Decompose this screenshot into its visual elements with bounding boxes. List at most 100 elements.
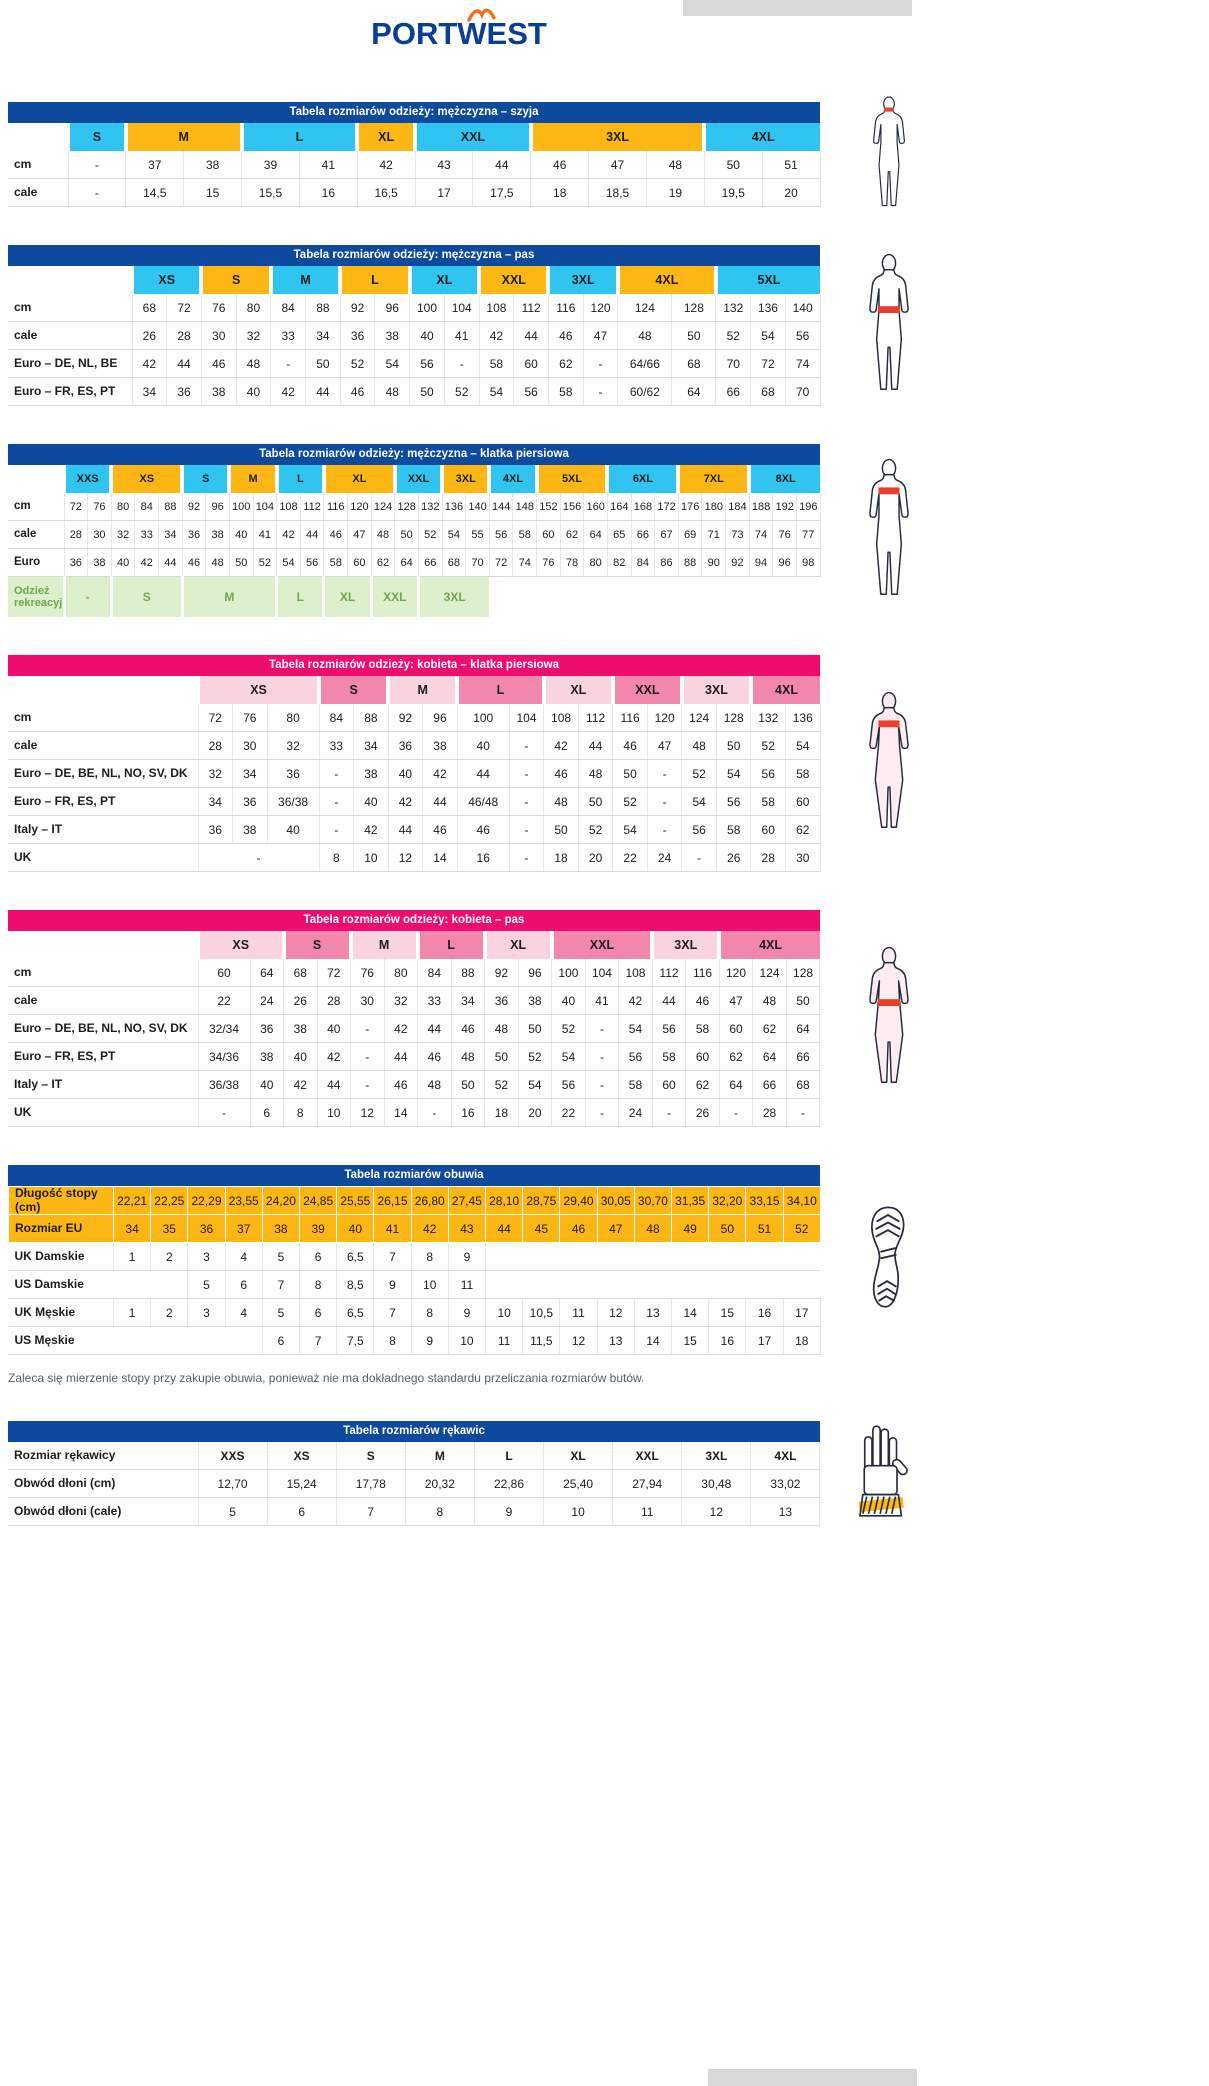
table-cell: 17 xyxy=(745,1326,784,1355)
size-tables: Tabela rozmiarów odzieży: mężczyzna – sz… xyxy=(8,95,910,1526)
row-label: US Damskie xyxy=(8,1270,114,1299)
empty-cell xyxy=(708,1242,746,1271)
table-cell: 60/62 xyxy=(617,377,673,406)
table-cell: 11 xyxy=(559,1298,598,1327)
size-header-cell: M xyxy=(348,931,418,959)
table-cell: 60 xyxy=(785,787,821,816)
women-chest-table-section: Tabela rozmiarów odzieży: kobieta – klat… xyxy=(8,655,910,872)
logo-text: PORTWEST xyxy=(371,16,547,51)
table-cell: 160 xyxy=(583,493,608,521)
table-cell: 100 xyxy=(228,493,254,521)
table-cell: 112 xyxy=(299,493,325,521)
table-cell: 48 xyxy=(617,321,673,350)
row-label: Italy – IT xyxy=(8,815,198,844)
size-header-cell: M xyxy=(268,266,341,294)
table-cell: 60 xyxy=(536,520,561,549)
table-cell: 65 xyxy=(606,520,632,549)
table-cell: 76 xyxy=(232,704,268,732)
table-row: Rozmiar EU 34 35 36 37 38 39 40 41 42 43 44 45 46 47 48… xyxy=(8,1214,821,1243)
size-header-cell: XXL xyxy=(477,266,549,294)
table-row: US Damskie 5 6 7 8 8,5 9 10 11 xyxy=(8,1270,821,1299)
table-row: UK Męskie 1 2 3 4 5 6 6,5 7 8 9 10 10,5 11 12 13 14 15 16 1… xyxy=(8,1298,821,1327)
table-cell: 41 xyxy=(298,151,358,179)
row-label: Rozmiar EU xyxy=(8,1214,114,1243)
table-cell: 32/34 xyxy=(197,1014,251,1043)
empty-cell xyxy=(783,1270,821,1299)
leisure-size-cell: L xyxy=(275,576,324,617)
leisure-size-cell: 3XL xyxy=(416,576,490,617)
size-header-cell: 5XL xyxy=(713,266,820,294)
size-header-cell: L xyxy=(274,465,324,493)
table-cell: 47 xyxy=(596,1214,635,1243)
size-header-cell: 4XL xyxy=(487,465,537,493)
table-cell: 50 xyxy=(715,731,752,760)
table-cell: 36 xyxy=(197,815,234,844)
table-cell: - xyxy=(584,1042,620,1071)
table-cell: 96 xyxy=(772,548,797,577)
table-cell: 152 xyxy=(536,493,561,521)
table-cell: 52 xyxy=(252,548,278,577)
table-cell: 28 xyxy=(197,731,234,760)
table-cell: 42 xyxy=(270,377,307,406)
table-cell: 49 xyxy=(671,1214,710,1243)
table-cell: 18 xyxy=(530,178,590,207)
table-cell: 74 xyxy=(748,520,774,549)
female-waist-figure-icon xyxy=(868,937,910,1100)
table-cell: 46 xyxy=(685,986,720,1015)
table-cell: 52 xyxy=(782,1214,821,1243)
table-cell: 24 xyxy=(646,843,683,872)
table-cell: 50 xyxy=(577,787,614,816)
table-row: Euro – DE, NL, BE 42 44 46 48-50 52 54 56-58 60 6… xyxy=(8,349,821,378)
table-cell: 184 xyxy=(725,493,750,521)
table-cell: 41 xyxy=(373,1214,412,1243)
table-cell: 11 xyxy=(612,1497,683,1526)
size-header-cell: L xyxy=(338,266,410,294)
table-cell: 84 xyxy=(417,959,452,987)
table-cell: 4XL xyxy=(750,1442,821,1470)
table-cell: 67 xyxy=(654,520,679,549)
table-cell: 29,40 xyxy=(559,1186,598,1215)
table-cell: 48 xyxy=(205,548,230,577)
table-cell: 64 xyxy=(671,377,717,406)
table-cell: 56 xyxy=(299,548,325,577)
empty-cell xyxy=(597,1270,635,1299)
row-label: cm xyxy=(8,959,198,987)
table-cell: 26 xyxy=(131,321,168,350)
table-cell: 58 xyxy=(512,520,538,549)
table-cell: 30 xyxy=(87,520,112,549)
table-cell: 112 xyxy=(577,704,614,732)
table-cell: 36 xyxy=(387,731,424,760)
table-cell: 50 xyxy=(484,1042,519,1071)
table-cell: 20 xyxy=(577,843,614,872)
table-cell: 50 xyxy=(543,815,579,844)
table-cell: 17,5 xyxy=(472,178,532,207)
table-row: cale 28 30 32 33 34 36 38 40 41 42 44 46 47 48 50 52 54 55… xyxy=(8,520,821,549)
table-row: cm -37 38 39 41 42 43 44 46 47 48 50 51 xyxy=(8,151,821,179)
empty-cell xyxy=(150,1270,188,1299)
table-cell: XXL xyxy=(612,1442,683,1470)
table-cell: 80 xyxy=(266,704,320,732)
table-cell: 50 xyxy=(305,349,341,378)
table-cell: 9 xyxy=(473,1497,545,1526)
table-cell: 104 xyxy=(443,294,480,322)
table-cell: 34,10 xyxy=(782,1186,821,1215)
table-cell: 96 xyxy=(374,294,411,322)
table-cell: 50 xyxy=(409,377,445,406)
row-label: cm xyxy=(8,294,132,322)
size-header-cell: XL xyxy=(355,123,416,151)
table-cell: 60 xyxy=(750,815,786,844)
table-cell: - xyxy=(350,1014,385,1043)
size-header-cell: 3XL xyxy=(650,931,720,959)
table-cell: 132 xyxy=(750,704,786,732)
table-row: cm 68 72 76 80 84 88 92 96 100 104 108 112 116 120 124 1… xyxy=(8,294,821,322)
table-cell: 62 xyxy=(370,548,396,577)
table-cell: 112 xyxy=(513,294,549,322)
table-cell: 120 xyxy=(646,704,683,732)
table-cell: 2 xyxy=(150,1298,189,1327)
table-cell: - xyxy=(318,815,355,844)
table-cell: 18 xyxy=(484,1098,519,1127)
table-cell: 52 xyxy=(750,731,786,760)
table-cell: 64/66 xyxy=(617,349,673,378)
table-cell: 24,85 xyxy=(299,1186,338,1215)
table-cell: 40 xyxy=(409,321,445,350)
